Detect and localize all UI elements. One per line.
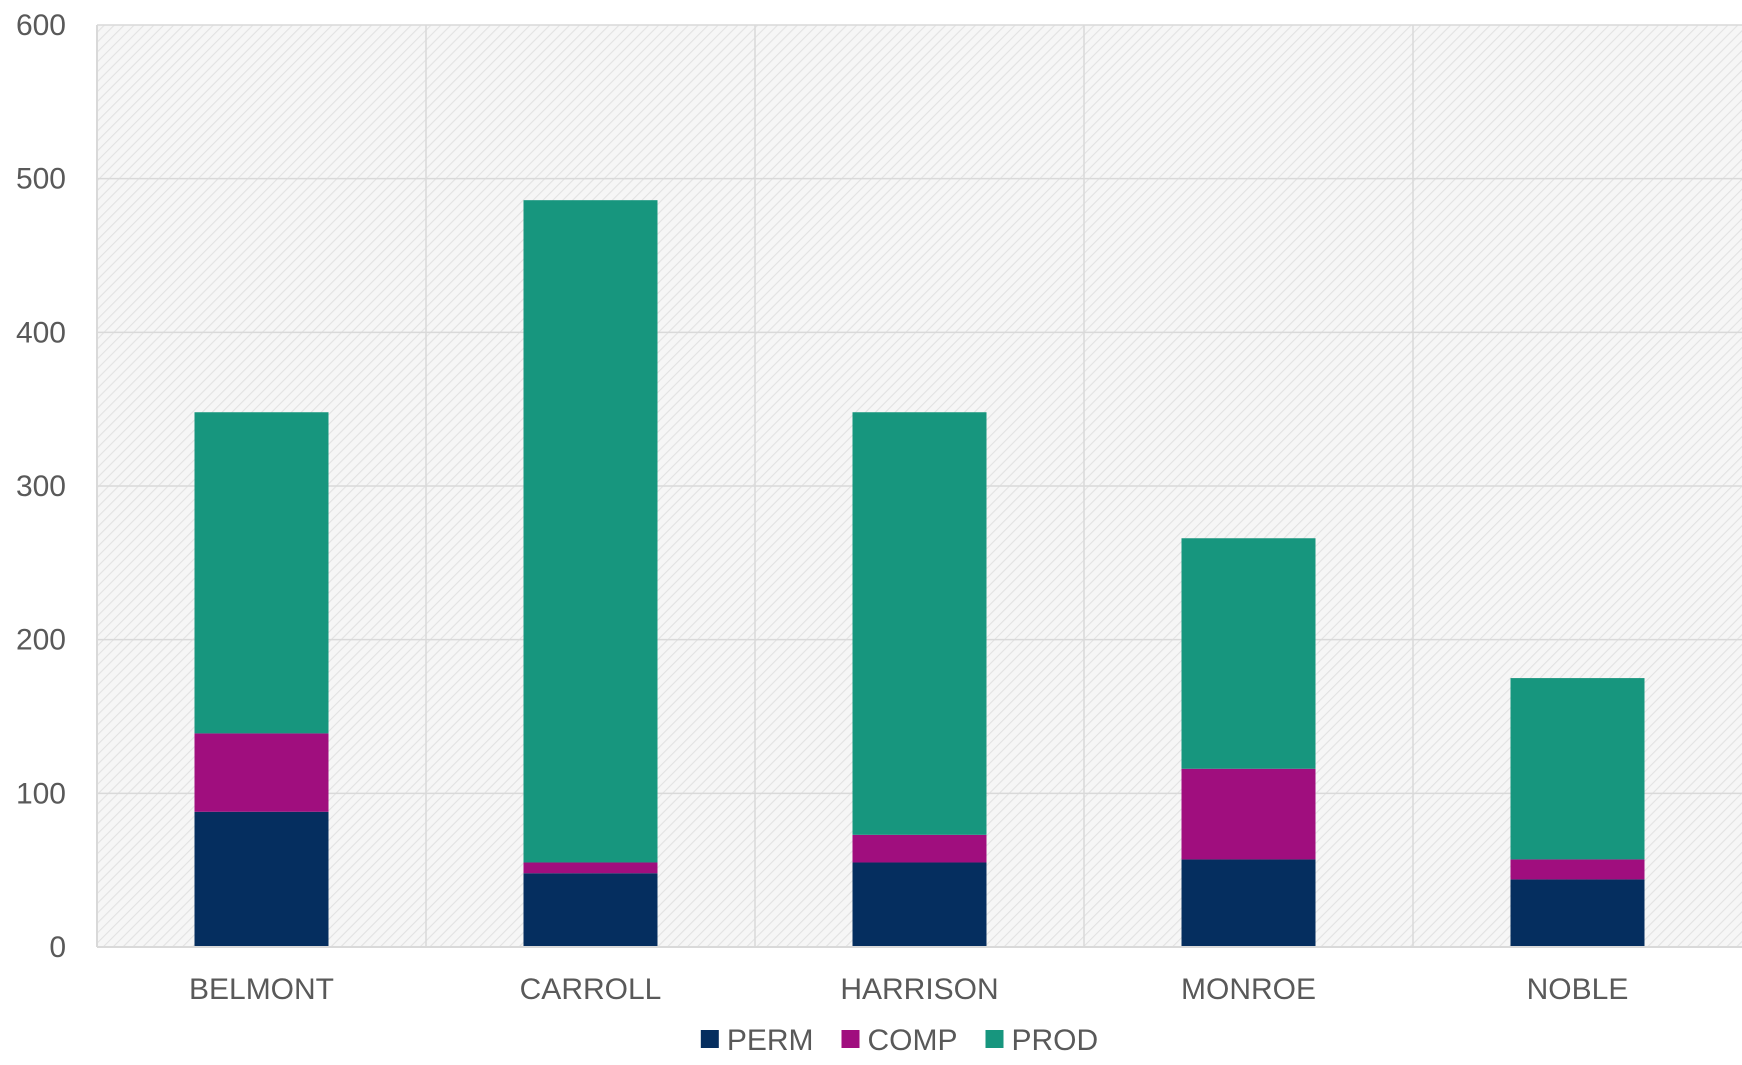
bar-segment-perm-belmont — [194, 811, 329, 947]
bar-segment-perm-noble — [1510, 879, 1645, 947]
legend-label-prod: PROD — [1012, 1024, 1099, 1057]
bar-segment-prod-noble — [1510, 678, 1645, 860]
y-tick-label: 600 — [16, 9, 66, 42]
bars — [194, 200, 1645, 947]
bar-segment-prod-belmont — [194, 412, 329, 734]
bar-segment-perm-carroll — [523, 873, 658, 947]
bar-segment-comp-noble — [1510, 859, 1645, 880]
y-tick-label: 500 — [16, 163, 66, 196]
legend-swatch-prod — [985, 1030, 1004, 1048]
x-tick-label: NOBLE — [1527, 973, 1629, 1006]
x-axis-tick-labels: BELMONT CARROLL HARRISON MONROE NOBLE — [189, 973, 1628, 1006]
legend: PERM COMP PROD — [700, 1024, 1099, 1057]
bar-segment-prod-harrison — [852, 412, 987, 835]
x-tick-label: HARRISON — [840, 973, 998, 1006]
bar-segment-comp-carroll — [523, 862, 658, 874]
y-tick-label: 300 — [16, 470, 66, 503]
bar-segment-perm-monroe — [1181, 859, 1316, 947]
x-tick-label: CARROLL — [520, 973, 662, 1006]
legend-swatch-comp — [841, 1030, 860, 1048]
bar-segment-comp-harrison — [852, 834, 987, 863]
bar-segment-perm-harrison — [852, 862, 987, 947]
legend-label-comp: COMP — [868, 1024, 958, 1057]
bar-segment-comp-belmont — [194, 733, 329, 812]
bar-segment-prod-carroll — [523, 200, 658, 863]
y-tick-label: 100 — [16, 777, 66, 810]
y-axis-tick-labels: 0 100 200 300 400 500 600 — [16, 9, 66, 964]
y-tick-label: 200 — [16, 624, 66, 657]
bar-segment-prod-monroe — [1181, 538, 1316, 769]
y-tick-label: 0 — [49, 931, 66, 964]
bar-segment-comp-monroe — [1181, 768, 1316, 860]
legend-label-perm: PERM — [727, 1024, 814, 1057]
y-tick-label: 400 — [16, 316, 66, 349]
legend-swatch-perm — [700, 1030, 719, 1048]
x-tick-label: MONROE — [1181, 973, 1316, 1006]
axes — [96, 25, 1742, 948]
x-tick-label: BELMONT — [189, 973, 334, 1006]
